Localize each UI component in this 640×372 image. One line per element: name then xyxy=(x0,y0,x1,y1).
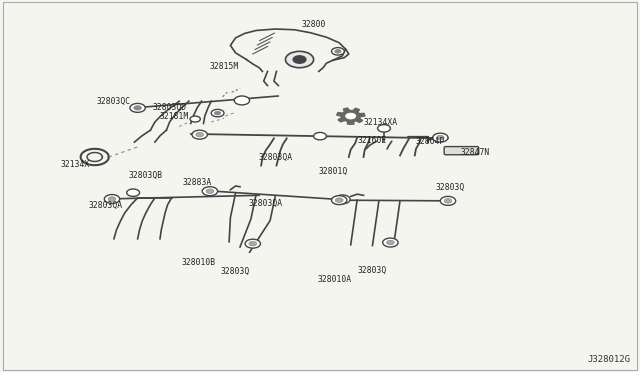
Circle shape xyxy=(293,56,306,63)
Text: 32803QB: 32803QB xyxy=(129,171,163,180)
Circle shape xyxy=(206,189,214,193)
Text: 32134XA: 32134XA xyxy=(364,118,397,127)
Circle shape xyxy=(285,51,314,68)
FancyBboxPatch shape xyxy=(444,147,479,155)
Text: 32883A: 32883A xyxy=(182,178,212,187)
Text: 32803QA: 32803QA xyxy=(258,153,292,161)
Text: 328010A: 328010A xyxy=(317,275,351,284)
Circle shape xyxy=(335,195,350,204)
Circle shape xyxy=(346,113,356,119)
Text: 32803QA: 32803QA xyxy=(248,199,283,208)
Circle shape xyxy=(214,111,221,115)
Circle shape xyxy=(234,96,250,105)
Circle shape xyxy=(202,187,218,196)
Circle shape xyxy=(130,103,145,112)
Circle shape xyxy=(433,133,448,142)
Text: 32803QA: 32803QA xyxy=(88,201,123,210)
Text: 32864P: 32864P xyxy=(416,137,445,146)
Circle shape xyxy=(211,109,224,117)
Circle shape xyxy=(127,189,140,196)
Text: 32847N: 32847N xyxy=(461,148,490,157)
Text: 32801Q: 32801Q xyxy=(318,167,348,176)
Text: 32803QC: 32803QC xyxy=(97,97,131,106)
Circle shape xyxy=(249,241,257,246)
Circle shape xyxy=(245,239,260,248)
Circle shape xyxy=(378,125,390,132)
Circle shape xyxy=(444,199,452,203)
Circle shape xyxy=(314,132,326,140)
Text: 32803QD: 32803QD xyxy=(152,103,187,112)
Circle shape xyxy=(190,116,200,122)
Circle shape xyxy=(108,197,116,201)
Text: 32803Q: 32803Q xyxy=(435,183,465,192)
Circle shape xyxy=(332,48,344,55)
Text: 32134X: 32134X xyxy=(61,160,90,169)
Text: 32803Q: 32803Q xyxy=(358,266,387,275)
Circle shape xyxy=(196,132,204,137)
Text: 328010B: 328010B xyxy=(181,258,216,267)
Text: 32803Q: 32803Q xyxy=(221,267,250,276)
Circle shape xyxy=(383,238,398,247)
Text: 32800: 32800 xyxy=(301,20,326,29)
Circle shape xyxy=(339,197,346,202)
Text: J328012G: J328012G xyxy=(588,355,630,364)
Text: 32181M: 32181M xyxy=(159,112,189,121)
Circle shape xyxy=(332,196,347,205)
Circle shape xyxy=(440,196,456,205)
Circle shape xyxy=(335,198,343,202)
Circle shape xyxy=(335,49,341,53)
Text: 32160E: 32160E xyxy=(357,136,387,145)
Circle shape xyxy=(436,135,444,140)
Polygon shape xyxy=(337,108,365,124)
Circle shape xyxy=(134,106,141,110)
Circle shape xyxy=(387,240,394,245)
Text: 32815M: 32815M xyxy=(209,62,239,71)
Circle shape xyxy=(104,195,120,203)
Circle shape xyxy=(192,130,207,139)
